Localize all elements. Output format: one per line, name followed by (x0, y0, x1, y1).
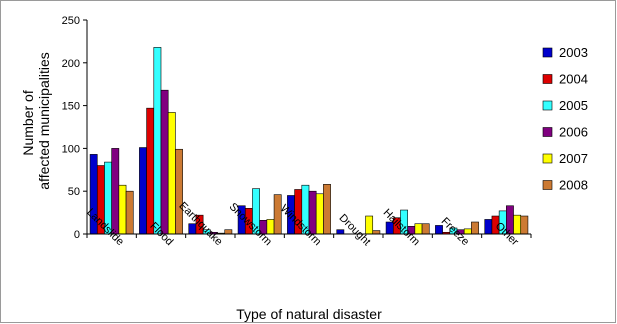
legend-swatch-2007 (542, 153, 553, 164)
legend-label-2008: 2008 (559, 178, 588, 193)
bar-drought-2003 (336, 229, 345, 235)
legend-label-2007: 2007 (559, 151, 588, 166)
bar-flood-2006 (160, 89, 169, 235)
bar-other-2007 (513, 214, 522, 235)
bar-hailstorm-2008 (421, 223, 430, 235)
bar-drought-2008 (372, 230, 381, 235)
legend-swatch-2004 (542, 74, 553, 84)
legend-swatch-2005 (542, 100, 553, 111)
legend-swatch-2006 (542, 127, 553, 137)
legend-swatch-2008 (542, 180, 553, 190)
bar-landslide-2008 (125, 190, 134, 235)
bar-snowstorm-2008 (273, 194, 282, 235)
bar-landslide-2007 (118, 184, 127, 235)
bar-drought-2007 (365, 215, 374, 235)
bar-flood-2005 (153, 47, 162, 235)
legend-label-2003: 2003 (559, 45, 588, 60)
legend-label-2004: 2004 (559, 72, 588, 87)
bar-flood-2004 (146, 107, 155, 235)
legend-label-2005: 2005 (559, 98, 588, 113)
bar-landslide-2006 (111, 148, 120, 235)
bar-windstorm-2008 (323, 184, 331, 235)
legend-swatch-2003 (542, 47, 553, 58)
legend: 2003 2004 2005 2006 2007 2008 (542, 45, 588, 193)
bar-freeze-2008 (471, 221, 479, 235)
y-axis-title-line-2: affected municipalities (36, 52, 52, 189)
y-tick-label: 100 (62, 143, 80, 155)
y-tick-label: 200 (62, 58, 80, 70)
y-tick-label: 50 (68, 186, 80, 198)
bar-snowstorm-2007 (266, 219, 275, 235)
bar-other-2008 (520, 215, 529, 235)
y-tick-label: 250 (62, 15, 80, 27)
axes-group (86, 20, 531, 235)
bar-flood-2008 (175, 148, 183, 235)
x-axis-title: Type of natural disaster (236, 306, 382, 322)
y-axis-title: Number of affected municipalities (20, 52, 52, 189)
bar-windstorm-2007 (315, 193, 324, 235)
legend-label-2006: 2006 (559, 125, 588, 140)
y-tick-label: 150 (62, 101, 80, 113)
bar-flood-2003 (139, 147, 147, 235)
bar-flood-2007 (167, 112, 176, 235)
y-axis-title-line-1: Number of (20, 90, 36, 155)
bar-other-2003 (484, 219, 493, 235)
bar-earthquake-2008 (224, 229, 233, 235)
y-tick-label: 0 (74, 229, 80, 241)
